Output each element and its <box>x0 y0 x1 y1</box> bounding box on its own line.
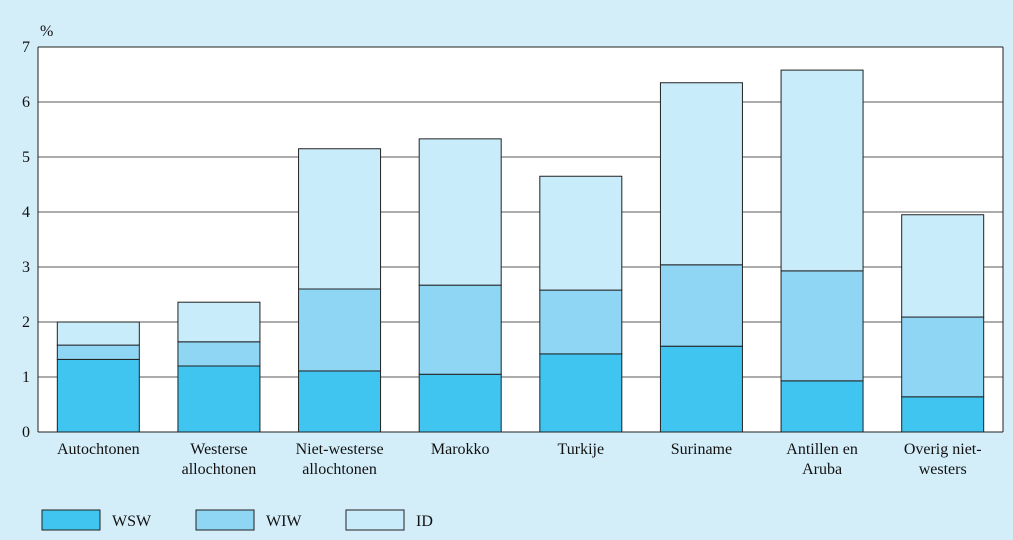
x-tick-label: Westerse allochtonen <box>181 441 257 478</box>
legend-label: ID <box>416 513 433 530</box>
x-tick-label: Niet-westerse allochtonen <box>295 441 384 478</box>
x-tick-label: Antillen en Aruba <box>786 441 858 478</box>
legend-swatch <box>195 509 255 531</box>
legend-swatch <box>41 509 101 531</box>
bar-segment <box>298 370 382 433</box>
bar-segment <box>418 373 502 433</box>
legend-label: WIW <box>266 513 302 530</box>
y-tick-label: 3 <box>22 259 30 276</box>
y-axis-label: % <box>40 23 53 40</box>
bar-segment <box>780 69 864 272</box>
bar-segment <box>539 289 623 355</box>
bar-segment <box>177 365 261 433</box>
bar-segment <box>177 301 261 343</box>
x-tick-label: Autochtonen <box>56 441 140 458</box>
y-tick-label: 2 <box>22 314 30 331</box>
y-tick-label: 4 <box>22 204 30 221</box>
bar-segment <box>177 341 261 367</box>
bar-segment <box>298 148 382 290</box>
y-tick-label: 0 <box>22 424 30 441</box>
bar-segment <box>901 214 985 318</box>
bar-segment <box>780 380 864 433</box>
bar-segment <box>539 353 623 433</box>
x-tick-label: Turkije <box>557 441 605 458</box>
bar-segment <box>780 270 864 382</box>
bar-segment <box>56 321 140 346</box>
bar-segment <box>56 358 140 433</box>
x-tick-label: Suriname <box>670 441 733 458</box>
bar-segment <box>901 316 985 398</box>
bar-segment <box>298 288 382 372</box>
bar-segment <box>901 396 985 433</box>
legend-label: WSW <box>112 513 152 530</box>
bar-segment <box>659 82 743 266</box>
bar-segment <box>418 284 502 375</box>
bar-segment <box>659 345 743 433</box>
x-tick-label: Marokko <box>430 441 490 458</box>
y-tick-label: 7 <box>22 39 30 56</box>
bar-segment <box>659 264 743 347</box>
x-tick-label: Overig niet- westers <box>903 441 982 478</box>
bar-segment <box>56 344 140 360</box>
legend-swatch <box>345 509 405 531</box>
bar-segment <box>418 138 502 286</box>
y-tick-label: 5 <box>22 149 30 166</box>
y-tick-label: 6 <box>22 94 30 111</box>
y-tick-label: 1 <box>22 369 30 386</box>
bar-segment <box>539 175 623 291</box>
